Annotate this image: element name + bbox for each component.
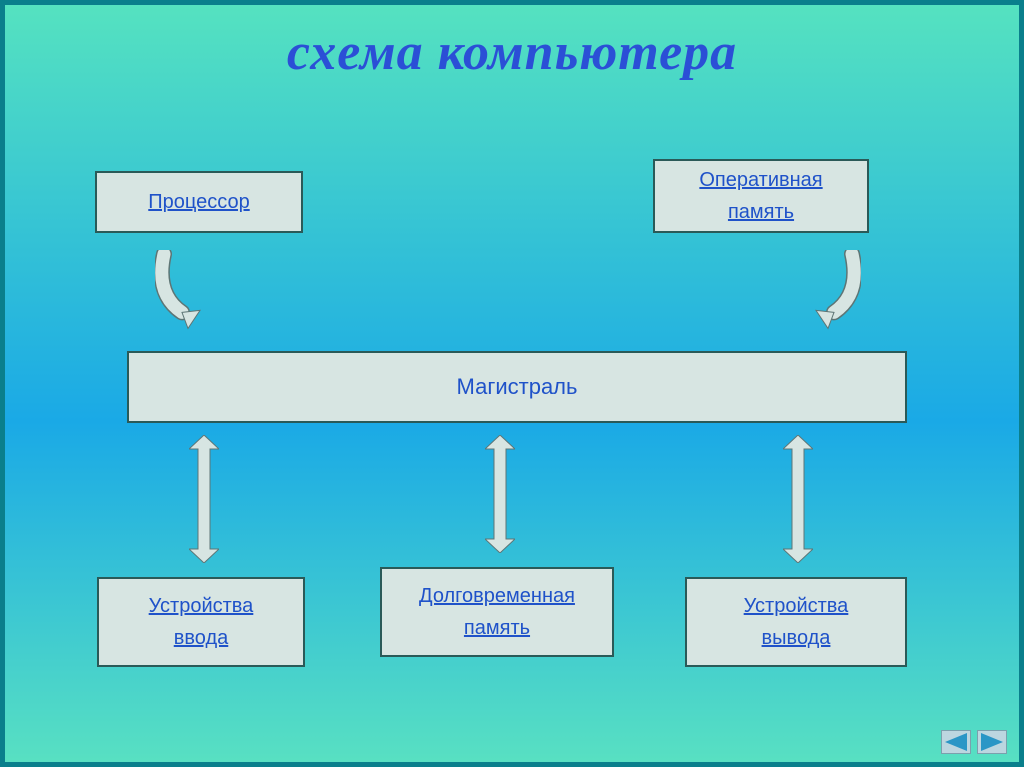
node-output[interactable]: Устройствавывода bbox=[685, 577, 907, 667]
node-ram[interactable]: Оперативнаяпамять bbox=[653, 159, 869, 233]
arrow-proc-to-bus bbox=[155, 250, 215, 330]
arrow-bus-input bbox=[189, 435, 219, 563]
triangle-left-icon bbox=[945, 733, 967, 751]
nav-controls bbox=[941, 730, 1007, 754]
node-input[interactable]: Устройстваввода bbox=[97, 577, 305, 667]
arrow-bus-storage bbox=[485, 435, 515, 553]
nav-next-button[interactable] bbox=[977, 730, 1007, 754]
diagram-title: схема компьютера bbox=[5, 23, 1019, 82]
nav-prev-button[interactable] bbox=[941, 730, 971, 754]
arrow-ram-to-bus bbox=[801, 250, 861, 330]
diagram-stage: схема компьютера Процессор Оперативнаяпа… bbox=[0, 0, 1024, 767]
triangle-right-icon bbox=[981, 733, 1003, 751]
arrow-bus-output bbox=[783, 435, 813, 563]
node-bus[interactable]: Магистраль bbox=[127, 351, 907, 423]
node-processor[interactable]: Процессор bbox=[95, 171, 303, 233]
node-storage[interactable]: Долговременнаяпамять bbox=[380, 567, 614, 657]
